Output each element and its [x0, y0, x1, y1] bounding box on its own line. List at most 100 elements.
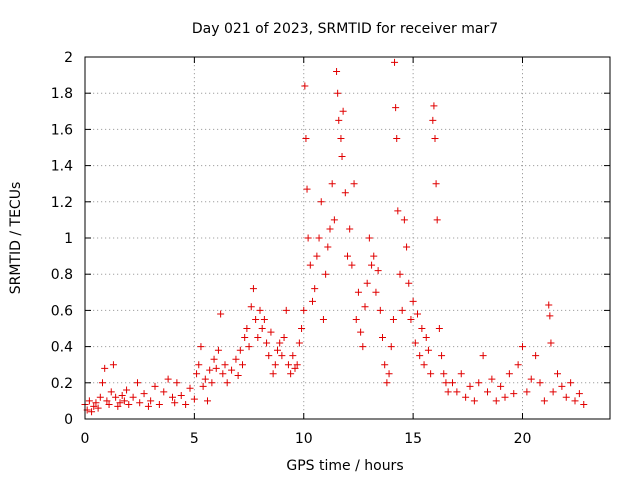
data-point	[197, 343, 205, 351]
data-point	[580, 401, 588, 409]
data-point	[265, 352, 273, 360]
data-point	[547, 339, 555, 347]
y-tick-label: 1.6	[51, 122, 73, 138]
y-tick-label: 1.2	[51, 195, 73, 211]
data-point	[554, 370, 561, 378]
data-point	[335, 116, 343, 124]
data-point	[571, 397, 579, 405]
data-point	[260, 315, 268, 323]
data-point	[263, 339, 271, 347]
data-point	[114, 402, 122, 410]
data-point	[363, 279, 371, 287]
data-point	[201, 375, 209, 383]
data-point	[405, 279, 413, 287]
data-point	[540, 397, 548, 405]
data-point	[291, 364, 299, 372]
data-point	[414, 310, 421, 318]
data-point	[245, 343, 253, 351]
data-point	[182, 401, 190, 409]
data-point	[546, 312, 554, 320]
data-point	[228, 366, 236, 374]
x-tick-label: 0	[81, 431, 90, 447]
data-point	[195, 361, 203, 369]
data-point	[361, 303, 369, 311]
data-point	[420, 361, 428, 369]
data-point	[164, 375, 172, 383]
data-point	[330, 216, 338, 224]
y-tick-label: 2	[64, 50, 73, 66]
data-point	[392, 104, 400, 112]
data-point	[381, 361, 389, 369]
data-point	[457, 370, 465, 378]
y-tick-label: 0.8	[51, 267, 73, 283]
data-point	[488, 375, 496, 383]
data-point	[204, 397, 211, 405]
data-point	[462, 393, 470, 401]
data-point	[271, 361, 279, 369]
data-point	[333, 67, 341, 75]
data-point	[411, 339, 419, 347]
data-point	[400, 216, 408, 224]
data-point	[256, 306, 264, 314]
data-point	[567, 379, 575, 387]
data-point	[212, 364, 220, 372]
data-point	[317, 198, 325, 206]
data-point	[374, 267, 382, 275]
data-point	[416, 352, 424, 360]
data-point	[429, 116, 437, 124]
data-point	[444, 388, 452, 396]
data-point	[118, 391, 126, 399]
data-point	[466, 382, 474, 390]
x-axis-label: GPS time / hours	[286, 458, 403, 474]
data-point	[396, 270, 404, 278]
data-point	[422, 334, 430, 342]
data-point	[389, 315, 397, 323]
data-point	[190, 395, 198, 403]
data-point	[372, 288, 380, 296]
data-point	[206, 366, 214, 374]
data-point	[549, 388, 557, 396]
x-tick-label: 15	[404, 431, 422, 447]
y-tick-label: 1	[64, 231, 73, 247]
data-point	[280, 334, 288, 342]
data-point	[295, 339, 303, 347]
data-point	[258, 325, 266, 332]
data-point	[278, 352, 286, 360]
y-tick-label: 1.8	[51, 86, 73, 102]
data-point	[186, 384, 194, 392]
data-point	[151, 382, 159, 390]
data-point	[387, 343, 395, 351]
data-point	[171, 399, 179, 407]
data-point	[239, 361, 246, 369]
data-point	[169, 393, 176, 401]
data-point	[430, 102, 438, 110]
data-point	[105, 401, 113, 409]
data-point	[432, 180, 440, 188]
data-point	[438, 352, 446, 360]
data-point	[214, 346, 222, 354]
data-point	[129, 393, 137, 401]
data-point	[324, 243, 332, 251]
data-point	[334, 89, 342, 97]
data-point	[109, 361, 117, 369]
data-point	[125, 401, 133, 409]
data-point	[144, 402, 152, 410]
data-point	[177, 391, 185, 399]
data-point	[99, 379, 106, 387]
data-point	[94, 404, 102, 412]
data-point	[527, 375, 535, 383]
gridlines	[85, 57, 610, 419]
y-axis-label: SRMTID / TECUs	[8, 182, 24, 295]
data-point	[223, 379, 231, 387]
data-point	[357, 328, 365, 336]
data-point	[210, 355, 218, 363]
data-point	[101, 364, 109, 372]
data-point	[379, 334, 386, 342]
data-point	[155, 401, 163, 409]
data-points	[81, 58, 588, 416]
data-point	[274, 346, 281, 354]
x-tick-label: 20	[514, 431, 532, 447]
data-point	[252, 315, 260, 323]
y-tick-label: 0.4	[51, 340, 73, 356]
data-point	[519, 343, 526, 351]
